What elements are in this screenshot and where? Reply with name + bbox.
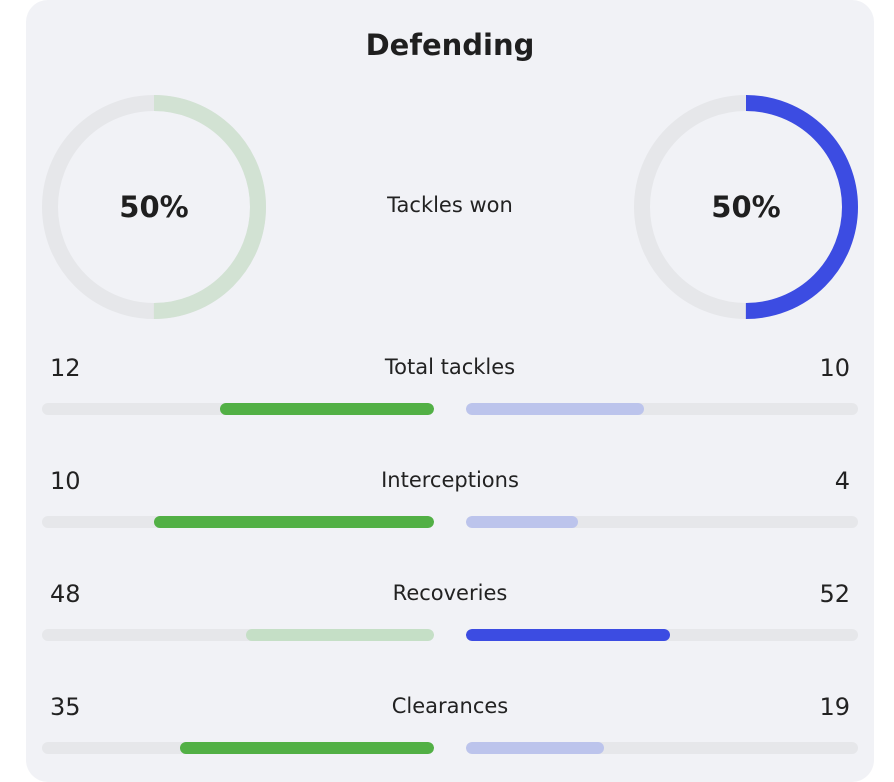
away-stat-value: 10	[819, 354, 850, 382]
defending-card	[26, 0, 874, 782]
away-stat-bar-track	[466, 629, 858, 641]
away-stat-bar-track	[466, 516, 858, 528]
home-stat-value: 35	[50, 693, 81, 721]
home-stat-value: 48	[50, 580, 81, 608]
away-stat-value: 52	[819, 580, 850, 608]
section-title: Defending	[365, 28, 535, 62]
stat-label: Interceptions	[381, 468, 519, 492]
stat-label: Clearances	[391, 694, 509, 718]
stat-label: Total tackles	[384, 355, 516, 379]
away-stat-bar-fill	[466, 516, 578, 528]
home-stat-bar-fill	[180, 742, 434, 754]
home-tackles-won-donut: 50%	[41, 94, 267, 320]
tackles-won-label: Tackles won	[387, 193, 513, 217]
away-stat-bar-fill	[466, 403, 644, 415]
home-stat-bar-track	[42, 742, 434, 754]
stat-label: Recoveries	[392, 581, 508, 605]
away-tackles-won-donut: 50%	[633, 94, 859, 320]
home-stat-value: 10	[50, 467, 81, 495]
away-stat-value: 19	[819, 693, 850, 721]
away-stat-bar-fill	[466, 742, 604, 754]
away-donut-arc	[634, 95, 858, 319]
home-donut-arc	[42, 95, 266, 319]
home-tackles-won-percent: 50%	[119, 190, 189, 224]
home-stat-bar-track	[42, 629, 434, 641]
home-donut-svg	[42, 95, 266, 319]
home-stat-bar-fill	[246, 629, 434, 641]
away-stat-bar-track	[466, 403, 858, 415]
away-stat-bar-fill	[466, 629, 670, 641]
away-tackles-won-percent: 50%	[711, 190, 781, 224]
away-stat-value: 4	[834, 467, 850, 495]
home-stat-bar-track	[42, 516, 434, 528]
away-stat-bar-track	[466, 742, 858, 754]
home-stat-bar-fill	[154, 516, 434, 528]
home-stat-value: 12	[50, 354, 81, 382]
home-stat-bar-track	[42, 403, 434, 415]
away-donut-svg	[634, 95, 858, 319]
home-stat-bar-fill	[220, 403, 434, 415]
